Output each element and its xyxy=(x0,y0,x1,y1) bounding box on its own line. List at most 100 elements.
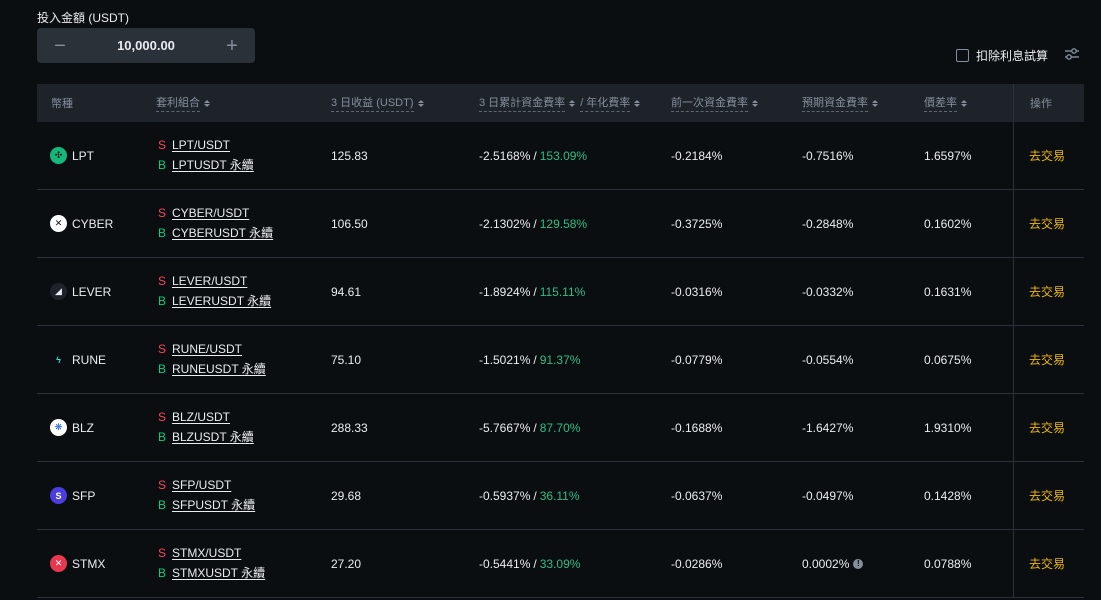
est-rate-cell: -0.7516% xyxy=(802,148,854,163)
coin-name: CYBER xyxy=(72,216,114,231)
col-cum-rate[interactable]: 3 日累計資金費率 / 年化費率 xyxy=(479,84,641,122)
combo-cell: S SFP/USDT B SFPUSDT 永續 xyxy=(158,462,255,529)
perp-side-tag: B xyxy=(158,157,167,172)
annual-rate: 153.09% xyxy=(539,148,588,163)
prev-rate-cell: -0.1688% xyxy=(671,420,723,435)
trade-button[interactable]: 去交易 xyxy=(1029,149,1066,163)
trade-button[interactable]: 去交易 xyxy=(1029,217,1066,231)
spot-side-tag: S xyxy=(158,342,167,356)
trade-button[interactable]: 去交易 xyxy=(1029,421,1066,435)
prev-rate-cell: -0.3725% xyxy=(671,216,723,231)
sort-icon[interactable] xyxy=(417,99,424,107)
action-cell: 去交易 xyxy=(1013,530,1084,597)
spot-side-tag: S xyxy=(158,410,167,424)
spot-pair-link[interactable]: SFP/USDT xyxy=(172,478,232,492)
trade-button[interactable]: 去交易 xyxy=(1029,489,1066,503)
cum-rate-cell: -1.8924%/115.11% xyxy=(479,284,586,299)
coin-name: SFP xyxy=(72,488,96,503)
annual-rate: 87.70% xyxy=(539,420,581,435)
spot-pair-link[interactable]: STMX/USDT xyxy=(172,546,242,560)
deduct-interest-label: 扣除利息試算 xyxy=(976,49,1049,63)
sliders-icon[interactable] xyxy=(1064,47,1080,61)
profit-cell: 106.50 xyxy=(331,216,368,231)
info-icon[interactable]: ! xyxy=(853,558,864,569)
invest-amount-label: 投入金額 (USDT) xyxy=(37,11,129,25)
spot-side-tag: S xyxy=(158,138,167,152)
prev-rate-cell: -0.0286% xyxy=(671,556,723,571)
invest-amount-stepper[interactable]: − 10,000.00 + xyxy=(37,28,255,63)
perp-pair-link[interactable]: SFPUSDT 永續 xyxy=(172,498,256,512)
increase-button[interactable]: + xyxy=(226,34,238,57)
cum-rate-cell: -0.5937%/36.11% xyxy=(479,488,580,503)
coin-cell: ◢ LEVER xyxy=(50,258,112,325)
decrease-button[interactable]: − xyxy=(54,34,66,57)
profit-cell: 94.61 xyxy=(331,284,362,299)
combo-cell: S BLZ/USDT B BLZUSDT 永續 xyxy=(158,394,254,461)
perp-pair-link[interactable]: RUNEUSDT 永續 xyxy=(172,362,266,376)
cum-rate-cell: -2.1302%/129.58% xyxy=(479,216,588,231)
coin-cell: ϟ RUNE xyxy=(50,326,106,393)
spot-pair-link[interactable]: RUNE/USDT xyxy=(172,342,243,356)
spot-side-tag: S xyxy=(158,478,167,492)
spot-pair-link[interactable]: LPT/USDT xyxy=(172,138,231,152)
spot-side-tag: S xyxy=(158,274,167,288)
profit-cell: 29.68 xyxy=(331,488,362,503)
action-cell: 去交易 xyxy=(1013,462,1084,529)
perp-pair-link[interactable]: STMXUSDT 永續 xyxy=(172,566,266,580)
est-rate-cell: -1.6427% xyxy=(802,420,854,435)
lever-coin-icon: ◢ xyxy=(50,283,67,300)
deduct-interest-checkbox[interactable] xyxy=(956,49,969,62)
spread-cell: 1.6597% xyxy=(924,148,972,163)
est-rate-cell: 0.0002%! xyxy=(802,530,864,597)
trade-button[interactable]: 去交易 xyxy=(1029,557,1066,571)
trade-button[interactable]: 去交易 xyxy=(1029,285,1066,299)
cum-rate-cell: -1.5021%/91.37% xyxy=(479,352,581,367)
coin-name: LEVER xyxy=(72,284,112,299)
perp-pair-link[interactable]: LEVERUSDT 永續 xyxy=(172,294,272,308)
table-row: ✕ CYBER S CYBER/USDT B CYBERUSDT 永續 106.50… xyxy=(37,190,1084,258)
col-spread[interactable]: 價差率 xyxy=(924,84,967,122)
combo-cell: S CYBER/USDT B CYBERUSDT 永續 xyxy=(158,190,273,257)
spot-pair-link[interactable]: BLZ/USDT xyxy=(172,410,231,424)
combo-cell: S LEVER/USDT B LEVERUSDT 永續 xyxy=(158,258,271,325)
sort-icon[interactable] xyxy=(752,99,758,107)
table-row: ✕ STMX S STMX/USDT B STMXUSDT 永續 27.20 -0.… xyxy=(37,530,1084,598)
perp-pair-link[interactable]: LPTUSDT 永續 xyxy=(172,158,254,172)
col-est-rate[interactable]: 預期資金費率 xyxy=(802,84,878,122)
perp-pair-link[interactable]: BLZUSDT 永續 xyxy=(172,430,254,444)
deduct-interest-toggle[interactable]: 扣除利息試算 xyxy=(956,47,1048,64)
prev-rate-cell: -0.2184% xyxy=(671,148,723,163)
annual-rate: 33.09% xyxy=(539,556,581,571)
lpt-coin-icon: ✣ xyxy=(50,147,67,164)
spread-cell: 0.1631% xyxy=(924,284,972,299)
arbitrage-table: 幣種 套利組合 3 日收益 (USDT) 3 日累計資金費率 / 年化費率 前一次… xyxy=(37,84,1084,598)
spot-side-tag: S xyxy=(158,206,167,220)
cyber-coin-icon: ✕ xyxy=(50,215,67,232)
profit-cell: 125.83 xyxy=(331,148,368,163)
profit-cell: 288.33 xyxy=(331,420,368,435)
est-rate-cell: -0.2848% xyxy=(802,216,854,231)
sort-icon[interactable] xyxy=(204,99,210,107)
spot-pair-link[interactable]: CYBER/USDT xyxy=(172,206,250,220)
sort-icon[interactable] xyxy=(961,99,967,107)
col-prev-rate[interactable]: 前一次資金費率 xyxy=(671,84,758,122)
sort-icon[interactable] xyxy=(634,99,641,107)
combo-cell: S LPT/USDT B LPTUSDT 永續 xyxy=(158,122,254,189)
sort-icon[interactable] xyxy=(569,99,576,107)
spread-cell: 0.0675% xyxy=(924,352,972,367)
invest-amount-input[interactable]: 10,000.00 xyxy=(117,38,175,53)
col-profit[interactable]: 3 日收益 (USDT) xyxy=(331,84,424,122)
trade-button[interactable]: 去交易 xyxy=(1029,353,1066,367)
perp-pair-link[interactable]: CYBERUSDT 永續 xyxy=(172,226,274,240)
col-combo[interactable]: 套利組合 xyxy=(156,84,210,122)
spread-cell: 0.1428% xyxy=(924,488,972,503)
coin-name: BLZ xyxy=(72,420,95,435)
prev-rate-cell: -0.0779% xyxy=(671,352,723,367)
action-cell: 去交易 xyxy=(1013,258,1084,325)
est-rate-cell: -0.0554% xyxy=(802,352,854,367)
prev-rate-cell: -0.0637% xyxy=(671,488,723,503)
action-cell: 去交易 xyxy=(1013,326,1084,393)
sort-icon[interactable] xyxy=(872,99,878,107)
spot-pair-link[interactable]: LEVER/USDT xyxy=(172,274,248,288)
annual-rate: 129.58% xyxy=(539,216,588,231)
